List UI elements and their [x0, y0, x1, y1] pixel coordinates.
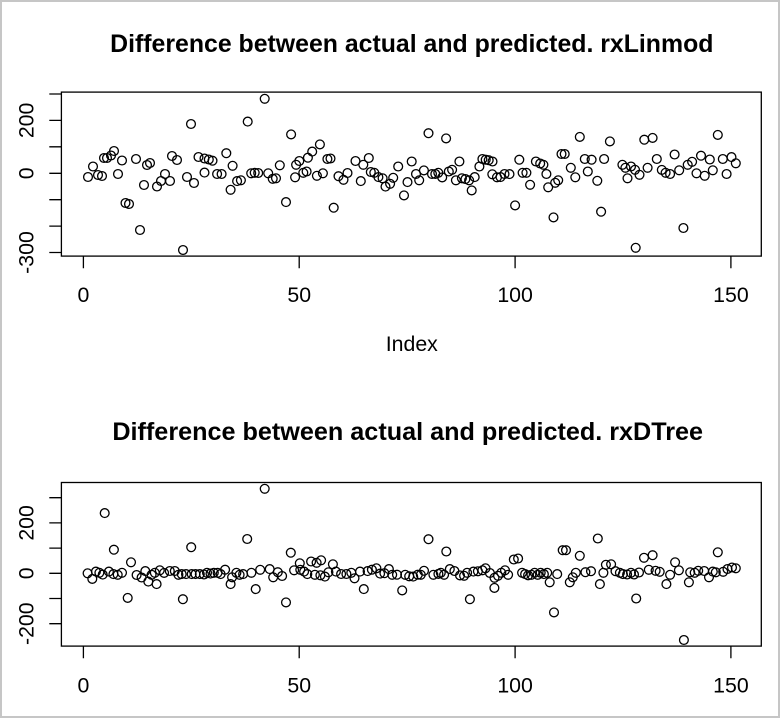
svg-text:0: 0 [77, 674, 89, 698]
svg-text:-200: -200 [15, 602, 39, 645]
svg-text:Difference between actual and: Difference between actual and predicted.… [112, 418, 703, 446]
svg-text:0: 0 [77, 283, 89, 307]
svg-text:200: 200 [15, 505, 39, 541]
svg-text:200: 200 [15, 102, 39, 138]
svg-text:150: 150 [713, 674, 749, 698]
svg-text:Index: Index [386, 332, 438, 356]
svg-text:100: 100 [497, 674, 533, 698]
svg-text:50: 50 [287, 674, 311, 698]
svg-text:Difference between actual and: Difference between actual and predicted.… [110, 31, 713, 58]
svg-text:50: 50 [287, 283, 311, 307]
svg-text:150: 150 [713, 283, 749, 307]
svg-text:-300: -300 [15, 231, 39, 274]
svg-text:100: 100 [497, 283, 533, 307]
svg-text:0: 0 [15, 167, 39, 179]
svg-text:0: 0 [15, 567, 39, 579]
